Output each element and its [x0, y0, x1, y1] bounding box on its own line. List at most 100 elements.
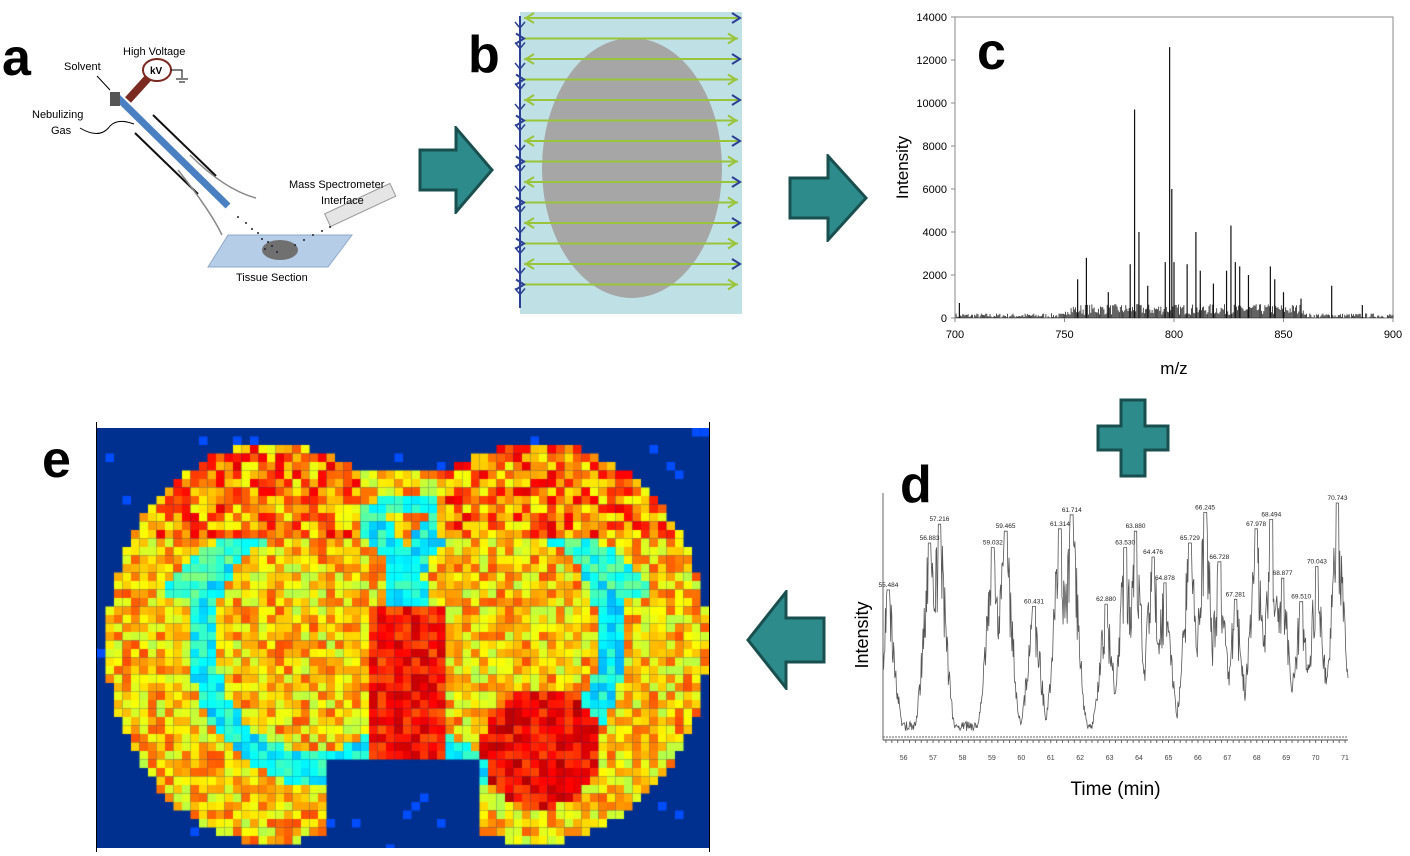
peak-label: 66.728	[1209, 554, 1229, 561]
solvent-label: Solvent	[64, 61, 101, 73]
raster-arrowhead	[524, 94, 535, 106]
scan-direction-arrow	[731, 135, 742, 147]
high-voltage-label: High Voltage	[123, 46, 185, 58]
peak-label: 59.032	[983, 540, 1003, 547]
raster-arrowhead	[727, 155, 738, 168]
peak-label: 59.465	[996, 523, 1016, 530]
raster-arrowhead	[524, 135, 535, 147]
raster-arrowhead	[727, 73, 738, 86]
y-tick-label: 6000	[923, 184, 947, 196]
gas-flow-arrow-2	[177, 169, 223, 236]
raster-arrowhead	[727, 196, 738, 209]
x-tick-label: 67	[1223, 755, 1231, 762]
x-tick-label: 62	[1076, 755, 1084, 762]
y-tick-label: 8000	[923, 141, 947, 153]
peak-label: 55.484	[878, 582, 898, 589]
x-tick-label: 68	[1253, 755, 1261, 762]
y-tick-label: 14000	[916, 12, 947, 24]
peak-label: 60.431	[1024, 598, 1044, 605]
raster-arrowhead	[727, 278, 738, 291]
desi-schematic: kV High Voltage Solvent Nebulizing Gas M…	[32, 46, 397, 284]
arrow-right-b-to-c	[788, 154, 868, 242]
x-tick-label: 850	[1274, 329, 1292, 341]
y-tick-label: 0	[941, 313, 947, 325]
x-tick-label: 70	[1312, 755, 1320, 762]
scan-direction-arrow	[731, 258, 742, 270]
arrow-right-a-to-b	[418, 126, 494, 214]
chromatogram-trace	[882, 502, 1349, 732]
y-axis-label: Intensity	[893, 135, 912, 199]
peak-label: 61.714	[1062, 507, 1082, 514]
x-tick-label: 60	[1017, 755, 1025, 762]
sprayer-needle	[113, 93, 231, 209]
peak-label: 56.883	[920, 535, 940, 542]
scan-direction-arrow	[515, 278, 526, 291]
peak-label: 67.281	[1226, 591, 1246, 598]
peak-label: 66.245	[1195, 504, 1215, 511]
x-tick-label: 61	[1047, 755, 1055, 762]
panel-letter-e: e	[42, 431, 71, 489]
kv-label: kV	[150, 66, 163, 77]
x-tick-label: 57	[929, 755, 937, 762]
y-tick-label: 4000	[923, 227, 947, 239]
spectrum-noise	[955, 304, 1394, 318]
x-tick-label: 800	[1165, 329, 1183, 341]
ion-image-heatmap	[97, 428, 710, 848]
peak-label: 65.729	[1180, 535, 1200, 542]
high-voltage-lead	[125, 75, 151, 103]
x-tick-label: 900	[1384, 329, 1402, 341]
raster-arrowhead	[524, 53, 535, 65]
spray-droplets	[237, 216, 331, 253]
peak-label: 70.743	[1328, 495, 1348, 502]
raster-arrowhead	[524, 258, 535, 270]
nebulizing-gas-pointer	[79, 120, 135, 134]
solvent-pointer	[96, 75, 111, 91]
peak-label: 69.510	[1291, 594, 1311, 601]
gas-sheath-upper	[152, 114, 217, 177]
x-tick-label: 700	[946, 329, 964, 341]
y-tick-label: 12000	[916, 55, 947, 67]
x-tick-label: 59	[988, 755, 996, 762]
raster-arrowhead	[727, 237, 738, 250]
scan-direction-arrow	[731, 94, 742, 106]
raster-arrowhead	[524, 12, 535, 24]
x-tick-label: 65	[1165, 755, 1173, 762]
x-tick-label: 56	[900, 755, 908, 762]
scan-direction-arrow	[731, 217, 742, 229]
peak-label: 68.877	[1273, 570, 1293, 577]
raster-arrowhead	[524, 217, 535, 229]
peak-label: 64.476	[1143, 549, 1163, 556]
scan-direction-arrow	[731, 53, 742, 65]
x-tick-label: 66	[1194, 755, 1202, 762]
scan-direction-arrow	[515, 32, 526, 45]
peak-label: 68.494	[1261, 511, 1281, 518]
mass-spectrum-chart: 0 2000 4000 6000 8000 10000 12000 14000 700 750 80…	[893, 12, 1402, 378]
interface-label: Interface	[321, 195, 364, 207]
gas-label: Gas	[51, 125, 72, 137]
ground-wire	[171, 69, 183, 78]
tissue-section-label: Tissue Section	[236, 272, 308, 284]
peak-label: 57.216	[929, 516, 949, 523]
gas-flow-arrow	[189, 154, 257, 199]
scan-direction-arrow	[515, 114, 526, 127]
x-tick-label: 69	[1282, 755, 1290, 762]
peak-label: 67.978	[1246, 521, 1266, 528]
nebulizing-label: Nebulizing	[32, 109, 83, 121]
heatmap-left-axis	[96, 422, 97, 852]
peak-label: 61.314	[1050, 521, 1070, 528]
sprayer-fitting	[110, 92, 120, 106]
tissue-ellipse	[542, 38, 722, 298]
scan-direction-arrow	[731, 176, 742, 188]
ms-interface-capillary	[323, 182, 397, 228]
raster-scan-diagram	[514, 12, 742, 314]
y-tick-label: 10000	[916, 98, 947, 110]
gas-sheath-lower	[134, 132, 199, 195]
panel-letter-b: b	[468, 26, 500, 84]
scan-direction-arrow	[515, 155, 526, 168]
scan-direction-arrow	[515, 73, 526, 86]
scan-direction-arrow	[731, 12, 742, 24]
raster-arrowhead	[727, 32, 738, 45]
y-tick-label: 2000	[923, 270, 947, 282]
peak-label: 64.878	[1155, 575, 1175, 582]
y-axis-label: Intensity	[852, 601, 872, 668]
